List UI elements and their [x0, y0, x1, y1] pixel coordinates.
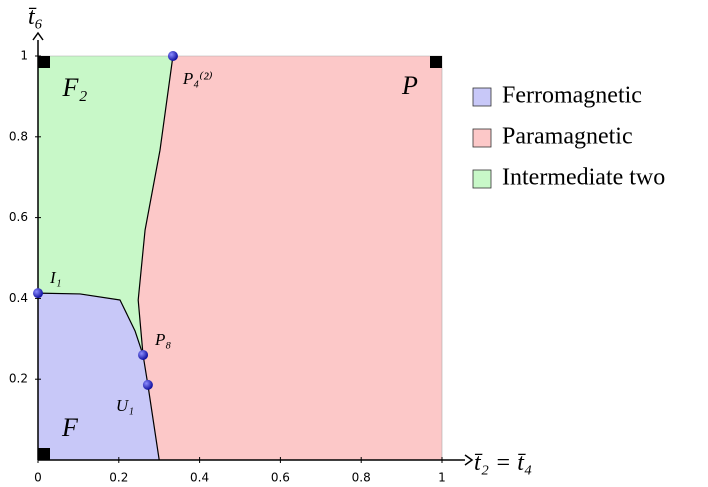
region-label: P: [401, 71, 418, 100]
point-label: P₄⁽²⁾: [182, 69, 213, 88]
x-tick-label: 1: [438, 471, 446, 485]
x-tick-label: 0.4: [190, 471, 209, 485]
legend-swatch: [472, 128, 492, 148]
point-label: U₁: [116, 396, 134, 415]
x-tick-label: 0.2: [109, 471, 128, 485]
special-point: [33, 288, 43, 299]
y-tick-label: 0.8: [9, 129, 28, 143]
fixed-point: [38, 56, 50, 68]
point-label: P₈: [154, 330, 171, 349]
legend-label: Ferromagnetic: [502, 83, 642, 109]
legend-label: Intermediate two: [502, 165, 665, 191]
legend-swatch: [472, 87, 492, 107]
x-axis-arrow: [464, 454, 474, 466]
fixed-point: [430, 56, 442, 68]
y-tick-label: 0.4: [9, 291, 28, 305]
special-point: [138, 349, 149, 360]
region-label: F: [61, 413, 79, 442]
x-axis-label: t̄₂ = t̄₄: [474, 450, 532, 476]
y-tick-label: 1: [20, 49, 28, 63]
special-point: [142, 379, 153, 390]
x-tick-label: 0: [34, 471, 42, 485]
phase-boundary: [137, 55, 174, 356]
y-tick-label: 0.6: [9, 210, 28, 224]
y-tick-label: 0.2: [9, 372, 28, 386]
region-label: F₂: [62, 73, 88, 102]
y-axis-label: t̄₆: [28, 4, 43, 30]
x-tick-label: 0.6: [271, 471, 290, 485]
phase-region: [137, 55, 443, 461]
legend-label: Paramagnetic: [502, 124, 633, 150]
x-tick-label: 0.8: [352, 471, 371, 485]
fixed-point: [38, 448, 50, 460]
legend-swatch: [472, 169, 492, 189]
point-label: I₁: [49, 268, 62, 287]
special-point: [167, 51, 178, 61]
y-axis-arrow: [32, 31, 44, 41]
